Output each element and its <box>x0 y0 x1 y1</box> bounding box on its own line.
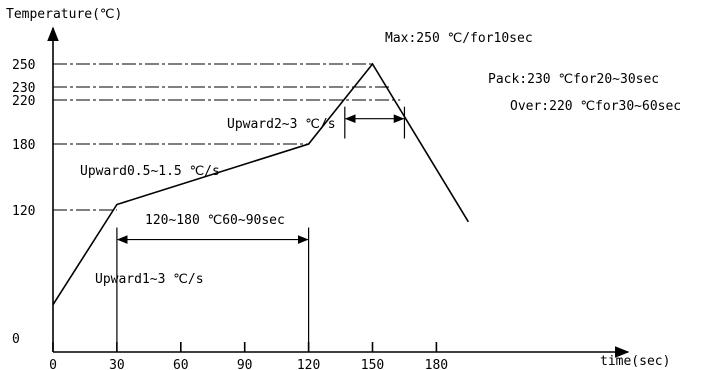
y-tick-label: 120 <box>12 204 35 219</box>
y-tick-label: 0 <box>12 332 20 347</box>
annotation-pack: Pack:230 ℃for20~30sec <box>488 72 659 87</box>
annotation-over: Over:220 ℃for30~60sec <box>510 99 681 114</box>
range-dimensions <box>116 106 406 352</box>
annotation-max: Max:250 ℃/for10sec <box>385 31 533 46</box>
x-tick-label: 150 <box>361 358 384 370</box>
x-tick-label: 30 <box>109 358 125 370</box>
y-tick-label: 180 <box>12 138 35 153</box>
annotation-upward-0-5: Upward0.5~1.5 ℃/s <box>80 164 220 179</box>
series-line <box>52 62 470 306</box>
y-tick-label: 230 <box>12 81 35 96</box>
annotation-upward-1-3: Upward1~3 ℃/s <box>95 272 204 287</box>
x-tick-label: 180 <box>425 358 448 370</box>
x-ticks: 0 30 60 90 120 150 180 <box>49 342 448 370</box>
x-tick-label: 120 <box>297 358 320 370</box>
y-tick-label: 250 <box>12 58 35 73</box>
x-tick-label: 0 <box>49 358 57 370</box>
annotation-upward-2-3: Upward2~3 ℃/s <box>227 117 336 132</box>
x-tick-label: 90 <box>237 358 253 370</box>
x-tick-label: 60 <box>173 358 189 370</box>
y-tick-label: 220 <box>12 94 35 109</box>
range-label-soak: 120~180 ℃60~90sec <box>145 213 285 228</box>
y-axis-title: Temperature(℃) <box>6 7 122 22</box>
reference-lines <box>53 63 401 211</box>
x-axis-title: time(sec) <box>600 354 670 369</box>
series-group <box>52 62 470 306</box>
